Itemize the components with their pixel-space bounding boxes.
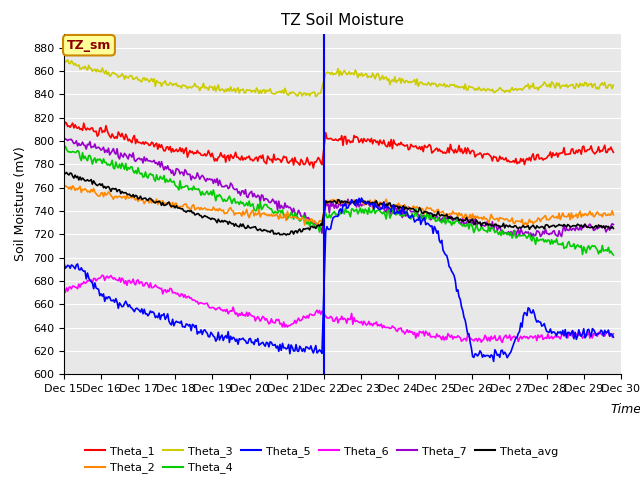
Theta_2 xyxy=(237,210,244,216)
Theta_2 xyxy=(60,183,68,189)
Theta_5 xyxy=(358,195,365,201)
Line: Theta_7: Theta_7 xyxy=(64,139,613,237)
Theta_5 xyxy=(243,340,250,346)
Theta_avg xyxy=(282,232,290,238)
Theta_5 xyxy=(371,200,379,206)
Theta_6 xyxy=(371,321,379,327)
Theta_6 xyxy=(253,315,260,321)
Theta_avg xyxy=(237,221,244,227)
Theta_3 xyxy=(244,87,252,93)
Theta_3 xyxy=(237,87,244,93)
Theta_7 xyxy=(237,192,244,198)
Theta_6 xyxy=(60,287,68,292)
Text: TZ_sm: TZ_sm xyxy=(67,39,111,52)
Theta_2 xyxy=(609,212,617,218)
Theta_3 xyxy=(609,82,617,88)
Theta_6 xyxy=(244,313,252,319)
Theta_1 xyxy=(609,149,617,155)
Theta_7 xyxy=(258,192,266,198)
Theta_1 xyxy=(244,155,252,160)
Line: Theta_1: Theta_1 xyxy=(64,122,613,168)
Theta_2 xyxy=(244,212,252,217)
Theta_2 xyxy=(371,197,379,203)
Line: Theta_avg: Theta_avg xyxy=(64,172,613,235)
Theta_7 xyxy=(244,194,252,200)
Theta_5 xyxy=(609,335,617,340)
Theta_1 xyxy=(310,165,317,171)
Legend: Theta_1, Theta_2, Theta_3, Theta_4, Theta_5, Theta_6, Theta_7, Theta_avg: Theta_1, Theta_2, Theta_3, Theta_4, Thet… xyxy=(81,442,563,478)
Theta_7 xyxy=(371,203,379,208)
Theta_7 xyxy=(512,234,520,240)
Theta_2 xyxy=(61,183,69,189)
Theta_3 xyxy=(70,62,77,68)
Theta_2 xyxy=(258,211,266,217)
Theta_avg xyxy=(70,175,77,181)
Theta_4 xyxy=(61,143,69,149)
Theta_3 xyxy=(372,72,380,78)
Theta_1 xyxy=(258,156,266,161)
Theta_5 xyxy=(252,337,259,343)
Theta_avg xyxy=(253,226,260,232)
Line: Theta_5: Theta_5 xyxy=(64,198,613,361)
Theta_1 xyxy=(60,124,68,130)
Theta_4 xyxy=(60,147,68,153)
Theta_6 xyxy=(499,339,506,345)
Theta_avg xyxy=(258,228,266,234)
Theta_6 xyxy=(99,272,106,278)
Theta_avg xyxy=(609,226,617,231)
Theta_7 xyxy=(61,136,69,142)
Theta_4 xyxy=(371,211,379,216)
Theta_1 xyxy=(253,154,260,160)
Theta_1 xyxy=(61,120,69,125)
X-axis label: Time: Time xyxy=(611,403,640,416)
Theta_1 xyxy=(237,157,244,163)
Theta_4 xyxy=(244,203,252,208)
Theta_2 xyxy=(523,223,531,228)
Theta_7 xyxy=(70,141,77,146)
Theta_avg xyxy=(63,169,70,175)
Theta_4 xyxy=(258,206,266,212)
Theta_3 xyxy=(312,94,319,99)
Theta_3 xyxy=(253,85,260,91)
Y-axis label: Soil Moisture (mV): Soil Moisture (mV) xyxy=(15,146,28,262)
Theta_6 xyxy=(258,316,266,322)
Theta_4 xyxy=(609,252,617,258)
Theta_avg xyxy=(244,223,252,228)
Theta_7 xyxy=(609,222,617,228)
Theta_6 xyxy=(609,331,617,336)
Theta_5 xyxy=(69,263,77,268)
Theta_6 xyxy=(237,312,244,318)
Line: Theta_4: Theta_4 xyxy=(64,146,613,255)
Line: Theta_6: Theta_6 xyxy=(64,275,613,342)
Theta_3 xyxy=(64,57,72,63)
Line: Theta_2: Theta_2 xyxy=(64,186,613,226)
Theta_5 xyxy=(236,336,243,342)
Theta_4 xyxy=(237,199,244,204)
Theta_7 xyxy=(253,194,260,200)
Theta_2 xyxy=(253,212,260,218)
Theta_avg xyxy=(372,198,380,204)
Theta_3 xyxy=(60,58,68,64)
Line: Theta_3: Theta_3 xyxy=(64,60,613,96)
Theta_1 xyxy=(372,140,380,145)
Theta_2 xyxy=(70,184,77,190)
Theta_7 xyxy=(60,137,68,143)
Theta_5 xyxy=(257,341,264,347)
Title: TZ Soil Moisture: TZ Soil Moisture xyxy=(281,13,404,28)
Theta_1 xyxy=(70,125,77,131)
Theta_3 xyxy=(258,90,266,96)
Theta_5 xyxy=(490,359,497,364)
Theta_4 xyxy=(253,207,260,213)
Theta_avg xyxy=(60,170,68,176)
Theta_5 xyxy=(60,260,68,265)
Theta_6 xyxy=(69,283,77,289)
Theta_4 xyxy=(70,149,77,155)
